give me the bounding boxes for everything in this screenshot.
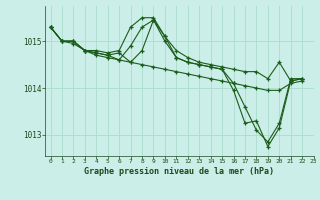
X-axis label: Graphe pression niveau de la mer (hPa): Graphe pression niveau de la mer (hPa) [84,167,274,176]
